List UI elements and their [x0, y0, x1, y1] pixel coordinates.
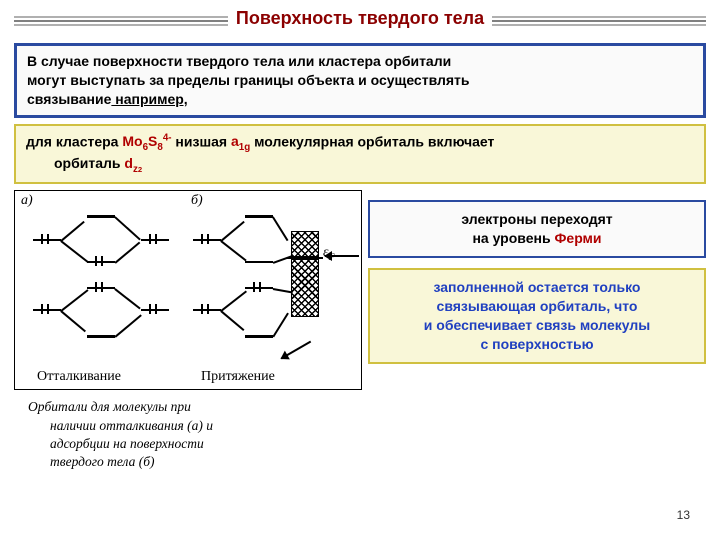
right-column: электроны переходят на уровень Ферми зап…	[368, 190, 706, 390]
mo-diagram: а) б) Отталкивание Притяжение εF	[14, 190, 362, 390]
mid-row: а) б) Отталкивание Притяжение εF	[14, 190, 706, 390]
bonding-box: заполненной остается только связывающая …	[368, 268, 706, 364]
label-b: б)	[191, 193, 203, 209]
surface-band-lower	[291, 259, 319, 317]
page-number: 13	[677, 508, 690, 522]
title-bar: Поверхность твердого тела	[0, 0, 720, 33]
cluster-line2: орбиталь dz2	[26, 154, 694, 176]
intro-line3: связывание например,	[27, 90, 693, 109]
label-repulsion: Отталкивание	[37, 369, 121, 385]
intro-line2: могут выступать за пределы границы объек…	[27, 71, 693, 90]
label-a: а)	[21, 193, 33, 209]
arrow-to-bonding	[281, 341, 311, 360]
label-attraction: Притяжение	[201, 369, 275, 385]
diagram-caption: Орбитали для молекулы при наличии отталк…	[28, 398, 318, 471]
intro-line1: В случае поверхности твердого тела или к…	[27, 52, 693, 71]
surface-band-upper	[291, 231, 319, 257]
page-title: Поверхность твердого тела	[228, 8, 492, 29]
intro-box: В случае поверхности твердого тела или к…	[14, 43, 706, 118]
arrow-to-fermi	[325, 255, 359, 257]
cluster-box: для кластера Mo6S84- низшая a1g молекуля…	[14, 124, 706, 185]
cluster-line1: для кластера Mo6S84- низшая a1g молекуля…	[26, 132, 694, 155]
fermi-box: электроны переходят на уровень Ферми	[368, 200, 706, 258]
